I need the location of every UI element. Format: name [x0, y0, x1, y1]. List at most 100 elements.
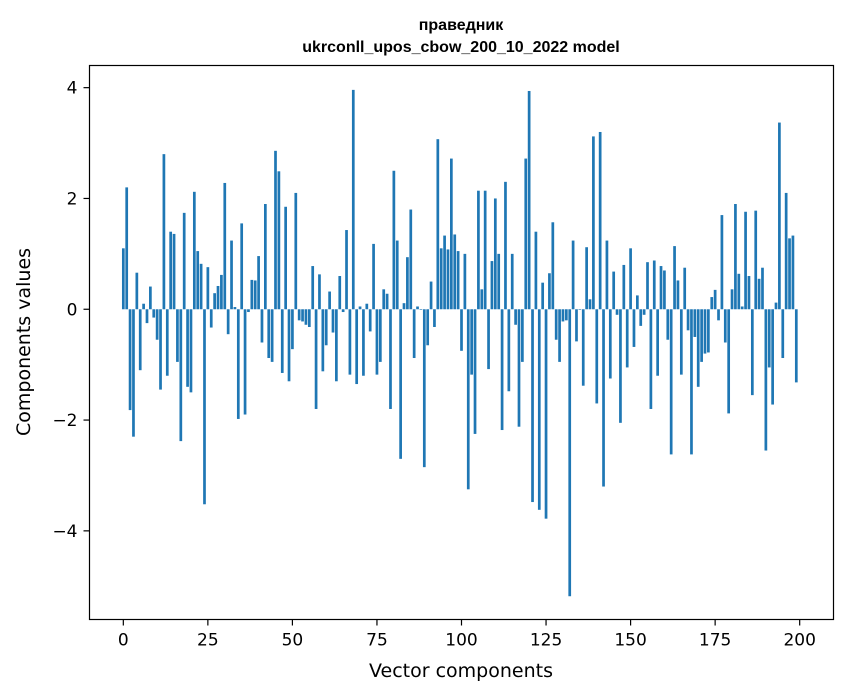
bar-component-75	[375, 309, 379, 375]
bar-component-136	[581, 309, 585, 386]
bar-component-59	[321, 309, 325, 372]
y-tick-label: 2	[67, 189, 78, 209]
bar-component-128	[554, 309, 558, 340]
bar-component-158	[656, 309, 659, 376]
bar-component-42	[264, 204, 267, 310]
bar-component-53	[301, 309, 304, 322]
bar-component-106	[480, 289, 484, 310]
bar-component-93	[436, 139, 440, 310]
bar-component-172	[703, 309, 707, 354]
y-tick-label: 0	[67, 300, 78, 320]
bar-component-9	[152, 309, 156, 318]
bar-component-41	[260, 309, 264, 343]
bar-component-127	[551, 222, 555, 310]
bar-component-86	[412, 309, 416, 359]
bar-component-184	[744, 211, 747, 310]
bar-component-8	[149, 286, 152, 310]
bar-component-10	[155, 309, 159, 340]
bar-component-117	[517, 309, 521, 427]
x-tick-label: 125	[530, 631, 562, 651]
bar-component-150	[629, 248, 632, 310]
bar-component-113	[504, 181, 507, 310]
bar-component-186	[750, 309, 754, 396]
bar-component-21	[192, 191, 196, 310]
bar-component-139	[592, 136, 595, 310]
bar-component-55	[307, 309, 311, 327]
bar-component-54	[304, 309, 308, 325]
bar-component-173	[707, 309, 710, 353]
bar-component-155	[646, 262, 649, 310]
bar-component-176	[717, 309, 720, 321]
bar-component-22	[196, 251, 200, 310]
bar-component-50	[291, 309, 294, 350]
bar-component-35	[240, 223, 244, 310]
bar-component-94	[439, 248, 443, 310]
bar-component-191	[767, 309, 771, 368]
bar-component-31	[226, 309, 230, 335]
bar-component-62	[331, 309, 335, 333]
bar-component-45	[274, 150, 277, 310]
bar-component-18	[182, 212, 186, 310]
x-tick-label: 0	[118, 631, 129, 651]
bar-component-197	[788, 238, 791, 310]
bar-component-60	[324, 309, 328, 346]
bar-component-115	[510, 253, 514, 310]
bar-component-84	[406, 257, 409, 310]
bar-component-26	[209, 309, 213, 328]
bar-component-171	[700, 309, 703, 362]
bar-component-162	[669, 309, 673, 455]
bar-component-43	[267, 309, 271, 359]
bar-component-105	[477, 190, 480, 310]
x-tick-label: 50	[282, 631, 304, 651]
bar-component-28	[216, 285, 220, 310]
bar-component-129	[558, 309, 561, 362]
bar-component-78	[385, 293, 389, 310]
bar-component-89	[422, 309, 426, 468]
bar-component-51	[294, 192, 298, 310]
bar-component-122	[534, 231, 538, 310]
y-tick-label: −4	[52, 522, 77, 542]
y-axis-ticks: −4 −2 0 2 4	[52, 79, 90, 542]
bar-component-63	[335, 309, 338, 382]
bar-component-137	[585, 247, 588, 310]
bar-component-91	[429, 281, 433, 310]
bar-component-164	[676, 280, 680, 310]
bar-series	[121, 89, 798, 597]
bar-component-132	[568, 309, 572, 597]
bar-component-13	[165, 309, 169, 376]
bar-component-175	[713, 289, 717, 310]
bar-component-138	[588, 299, 592, 310]
x-tick-label: 100	[445, 631, 477, 651]
bar-component-24	[203, 309, 206, 505]
bar-component-187	[754, 210, 758, 310]
bar-component-159	[659, 266, 663, 310]
y-tick-label: 4	[67, 79, 78, 99]
bar-component-20	[189, 309, 193, 393]
bar-component-19	[186, 309, 189, 387]
bar-component-17	[179, 309, 183, 442]
bar-component-110	[493, 198, 497, 310]
bar-component-76	[378, 309, 382, 362]
bar-component-66	[345, 230, 348, 310]
bar-component-178	[723, 309, 727, 343]
bar-component-102	[466, 309, 470, 490]
bar-component-32	[230, 240, 233, 310]
bar-component-168	[690, 309, 693, 455]
bar-component-118	[521, 309, 524, 362]
bar-component-180	[730, 289, 734, 310]
bar-component-73	[368, 309, 372, 332]
bar-component-193	[774, 302, 778, 310]
bar-component-100	[460, 309, 463, 351]
bar-component-163	[673, 246, 676, 310]
bar-component-192	[771, 309, 774, 405]
bar-component-61	[328, 291, 331, 310]
bar-component-44	[270, 309, 274, 362]
bar-component-144	[608, 309, 612, 379]
bar-component-58	[318, 274, 321, 310]
bar-component-48	[284, 206, 287, 310]
bar-component-46	[277, 171, 281, 310]
bar-component-70	[358, 306, 362, 310]
bar-component-116	[514, 309, 517, 325]
bar-component-135	[578, 309, 582, 310]
